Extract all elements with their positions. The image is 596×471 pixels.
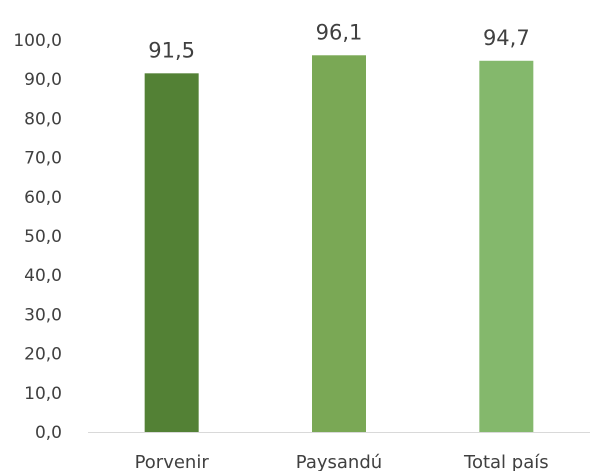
y-tick-label: 50,0 xyxy=(24,227,62,247)
y-tick-label: 80,0 xyxy=(24,109,62,129)
y-tick-label: 20,0 xyxy=(24,345,62,365)
y-tick-label: 100,0 xyxy=(13,31,62,51)
bars xyxy=(144,55,534,433)
y-tick-label: 90,0 xyxy=(24,70,62,90)
y-axis: 0,0 10,0 20,0 30,0 40,0 50,0 60,0 70,0 80,0 90,0 1… xyxy=(13,31,62,443)
x-tick-label: Paysandú xyxy=(296,452,382,471)
data-labels: 91,5 96,1 94,7 xyxy=(148,20,529,62)
y-tick-label: 10,0 xyxy=(24,384,62,404)
data-label: 94,7 xyxy=(483,26,530,50)
x-tick-label: Total país xyxy=(463,452,549,471)
y-tick-label: 60,0 xyxy=(24,188,62,208)
x-tick-label: Porvenir xyxy=(135,452,210,471)
y-tick-label: 0,0 xyxy=(35,423,62,443)
y-tick-label: 70,0 xyxy=(24,149,62,169)
bar xyxy=(479,60,534,432)
bar xyxy=(312,55,366,433)
data-label: 96,1 xyxy=(316,20,363,44)
y-tick-label: 30,0 xyxy=(24,305,62,325)
data-label: 91,5 xyxy=(148,38,195,62)
x-axis: Porvenir Paysandú Total país xyxy=(135,452,549,471)
y-tick-label: 40,0 xyxy=(24,266,62,286)
bar xyxy=(144,73,199,432)
